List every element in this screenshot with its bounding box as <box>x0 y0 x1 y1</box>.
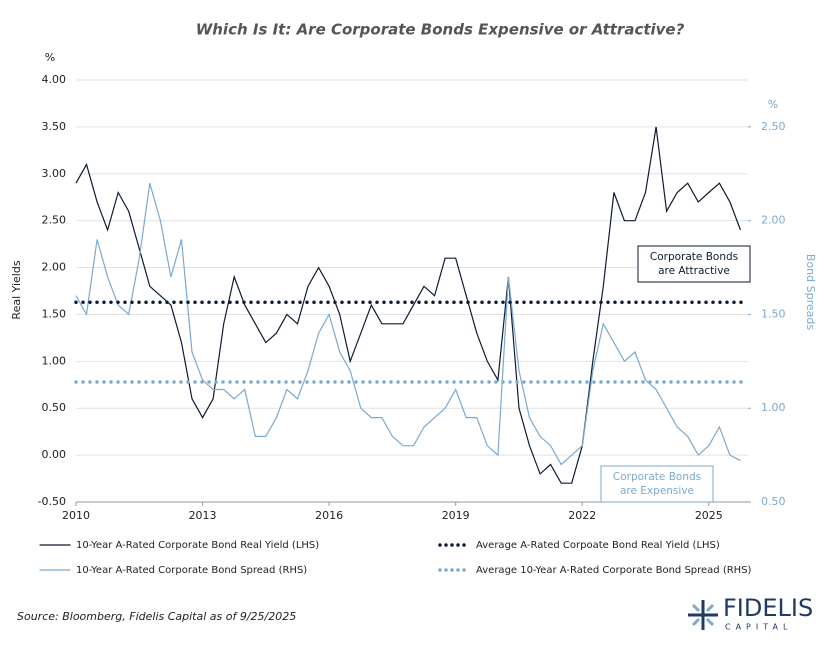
y-tick-label: 1.00 <box>42 354 67 367</box>
y-unit: % <box>45 51 55 64</box>
data-line <box>75 183 741 466</box>
y-tick-label: 0.00 <box>42 448 67 461</box>
chart-title: Which Is It: Are Corporate Bonds Expensi… <box>196 21 685 39</box>
legend-label: 10-Year A-Rated Corporate Bond Real Yiel… <box>76 540 319 551</box>
y-tick-label: 2.50 <box>42 214 67 227</box>
y2-axis-label: Bond Spreads <box>804 254 817 330</box>
annotation: Corporate Bonds <box>650 251 738 263</box>
y-tick-label: 4.00 <box>42 73 67 86</box>
legend-label: Average A-Rated Corpoate Bond Real Yield… <box>476 540 720 551</box>
annotation: are Attractive <box>658 265 730 277</box>
annotation-box <box>600 465 714 503</box>
x-tick-label: 2022 <box>568 509 596 522</box>
y-tick-label: 3.00 <box>42 167 67 180</box>
source: Source: Bloomberg, Fidelis Capital as of… <box>17 610 296 623</box>
y2-tick-label: 1.50 <box>761 307 786 320</box>
y2-unit: % <box>768 98 778 111</box>
y-axis-label: Real Yields <box>10 260 23 319</box>
annotation: are Expensive <box>620 485 694 497</box>
brand-sub: CAPITAL <box>725 623 792 632</box>
y2-tick-label: 1.00 <box>761 401 786 414</box>
x-tick-label: 2019 <box>442 509 470 522</box>
x-tick-label: 2025 <box>695 509 723 522</box>
y-tick-label: 2.00 <box>42 261 67 274</box>
y-tick-label: 1.50 <box>42 307 67 320</box>
y-tick-label: 0.50 <box>42 401 67 414</box>
annotation-box <box>637 245 751 283</box>
legend-label: 10-Year A-Rated Corporate Bond Spread (R… <box>76 565 307 576</box>
y2-tick-label: 2.00 <box>761 214 786 227</box>
x-tick-label: 2010 <box>62 509 90 522</box>
y2-tick-label: 2.50 <box>761 120 786 133</box>
y2-tick-label: 0.50 <box>761 495 786 508</box>
y-tick-label: -0.50 <box>38 495 66 508</box>
x-tick-label: 2016 <box>315 509 343 522</box>
x-tick-label: 2013 <box>189 509 217 522</box>
brand-name: FIDELIS <box>723 594 813 622</box>
legend-label: Average 10-Year A-Rated Corporate Bond S… <box>476 565 752 576</box>
data-line <box>75 126 742 484</box>
y-tick-label: 3.50 <box>42 120 67 133</box>
annotation: Corporate Bonds <box>613 471 701 483</box>
logo-icon <box>688 600 718 630</box>
